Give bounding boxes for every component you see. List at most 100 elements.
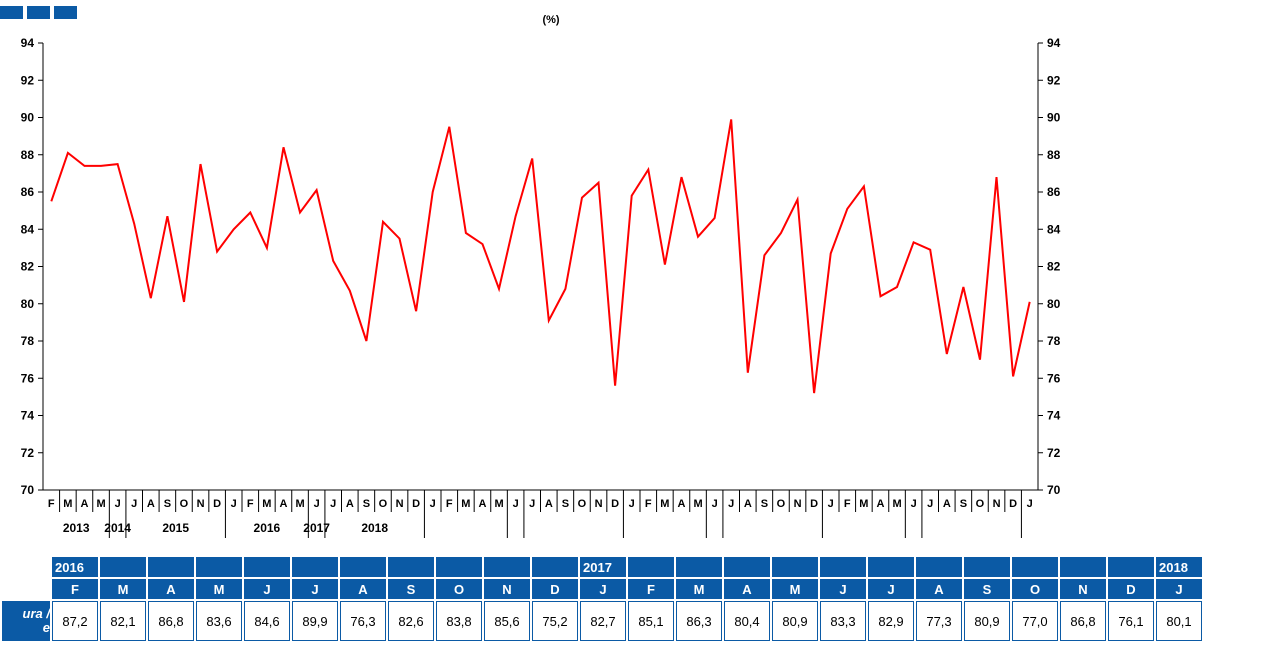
table-month-cell: D [532, 579, 578, 599]
month-tick-label: D [611, 498, 619, 510]
table-value-cell: 76,1 [1108, 601, 1154, 641]
table-month-cell: J [580, 579, 626, 599]
table-year-cell [100, 557, 146, 577]
month-tick-label: S [164, 498, 171, 510]
month-tick-label: M [494, 498, 503, 510]
table-value-cell: 80,1 [1156, 601, 1202, 641]
table-year-cell [1012, 557, 1058, 577]
y-tick-label-right: 80 [1047, 297, 1061, 311]
table-value-cell: 83,8 [436, 601, 482, 641]
table-month-cell: M [100, 579, 146, 599]
table-month-cell: J [868, 579, 914, 599]
unit-label: (%) [542, 14, 559, 26]
legend-swatch [54, 6, 77, 19]
month-tick-label: A [876, 498, 884, 510]
table-value-cell: 83,3 [820, 601, 866, 641]
month-tick-label: N [595, 498, 603, 510]
year-label: 2014 [104, 521, 131, 535]
table-year-row: 2016 2017 2018 [2, 557, 1202, 577]
month-tick-label: A [744, 498, 752, 510]
month-tick-label: J [131, 498, 137, 510]
month-tick-label: S [960, 498, 967, 510]
table-year-cell [964, 557, 1010, 577]
table-year-cell: 2016 [52, 557, 98, 577]
table-value-cell: 87,2 [52, 601, 98, 641]
month-tick-label: J [728, 498, 734, 510]
year-label: 2017 [303, 521, 330, 535]
y-tick-label-left: 88 [21, 148, 35, 162]
table-month-cell: A [724, 579, 770, 599]
table-month-cell: J [244, 579, 290, 599]
month-tick-label: M [96, 498, 105, 510]
month-tick-label: O [578, 498, 587, 510]
table-value-cell: 86,8 [1060, 601, 1106, 641]
month-tick-label: A [80, 498, 88, 510]
month-tick-label: M [892, 498, 901, 510]
y-tick-label-left: 76 [21, 371, 35, 385]
table-month-cell: J [1156, 579, 1202, 599]
table-year-cell [436, 557, 482, 577]
y-tick-label-left: 80 [21, 297, 35, 311]
y-tick-label-right: 82 [1047, 260, 1061, 274]
month-tick-label: J [430, 498, 436, 510]
month-tick-label: J [231, 498, 237, 510]
table-value-cell: 80,4 [724, 601, 770, 641]
table-month-cell: J [292, 579, 338, 599]
table-value-cell: 84,6 [244, 601, 290, 641]
month-tick-label: O [777, 498, 786, 510]
month-tick-label: J [115, 498, 121, 510]
table-year-cell [676, 557, 722, 577]
month-tick-label: A [677, 498, 685, 510]
month-tick-label: J [513, 498, 519, 510]
month-tick-label: S [761, 498, 768, 510]
y-tick-label-right: 94 [1047, 36, 1061, 50]
table-value-cell: 83,6 [196, 601, 242, 641]
table-year-cell [484, 557, 530, 577]
table-corner-cell [2, 557, 50, 577]
line-chart: (%) 70 70 72 72 74 74 76 76 78 78 80 80 82 82 84 84 86 86… [21, 14, 1061, 538]
table-value-cell: 76,3 [340, 601, 386, 641]
table-year-cell [532, 557, 578, 577]
year-label: 2015 [162, 521, 189, 535]
month-tick-label: F [48, 498, 55, 510]
table-value-cell: 77,0 [1012, 601, 1058, 641]
table-year-cell [772, 557, 818, 577]
axes: 70 70 72 72 74 74 76 76 78 78 80 80 82 82 84 84 86 86 88 88… [21, 36, 1061, 538]
month-tick-label: J [927, 498, 933, 510]
table-year-cell [868, 557, 914, 577]
month-tick-label: A [147, 498, 155, 510]
month-tick-label: D [412, 498, 420, 510]
month-tick-label: F [446, 498, 453, 510]
month-tick-label: D [1009, 498, 1017, 510]
table-value-cell: 82,7 [580, 601, 626, 641]
table-value-cell: 82,1 [100, 601, 146, 641]
table-month-cell: F [52, 579, 98, 599]
y-tick-label-left: 86 [21, 185, 35, 199]
table-value-cell: 77,3 [916, 601, 962, 641]
table-month-cell: M [196, 579, 242, 599]
month-tick-label: A [346, 498, 354, 510]
month-tick-label: N [396, 498, 404, 510]
month-tick-label: M [859, 498, 868, 510]
month-tick-label: A [943, 498, 951, 510]
month-tick-label: S [562, 498, 569, 510]
table-corner-cell [2, 579, 50, 599]
y-tick-label-left: 74 [21, 409, 35, 423]
table-value-cell: 82,9 [868, 601, 914, 641]
month-tick-label: J [712, 498, 718, 510]
table-value-cell: 85,6 [484, 601, 530, 641]
y-tick-label-left: 92 [21, 73, 35, 87]
month-tick-label: O [180, 498, 189, 510]
y-tick-label-right: 78 [1047, 334, 1061, 348]
table-value-cell: 80,9 [964, 601, 1010, 641]
month-tick-label: J [828, 498, 834, 510]
table-year-cell [148, 557, 194, 577]
y-tick-label-right: 76 [1047, 371, 1061, 385]
y-tick-label-left: 94 [21, 36, 35, 50]
table-value-row: ura / e 87,2 82,1 86,8 83,6 84,6 89,9 76,3 82,6 8… [2, 601, 1202, 641]
month-tick-label: O [379, 498, 388, 510]
month-tick-label: S [363, 498, 370, 510]
month-tick-label: D [810, 498, 818, 510]
year-label: 2013 [63, 521, 90, 535]
